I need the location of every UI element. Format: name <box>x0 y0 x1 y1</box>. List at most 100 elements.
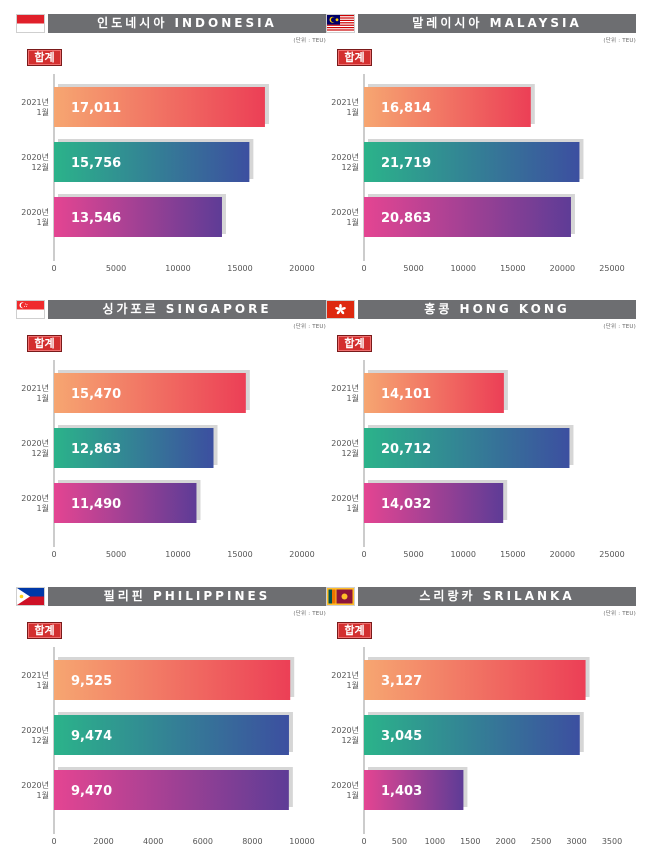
data-label: 15,470 <box>71 387 121 402</box>
data-label: 1,403 <box>381 784 422 799</box>
data-label: 9,470 <box>71 784 112 799</box>
chart-panel-srilanka: 스리랑카 SRILANKA (단위 : TEU) 합계 3,127 2021년 1월… <box>326 587 636 867</box>
data-label: 13,546 <box>71 211 121 226</box>
chart-panel-philippines: 필리핀 PHILIPPINES (단위 : TEU) 합계 9,525 2021년… <box>16 587 326 867</box>
x-tick-label: 15000 <box>500 264 525 273</box>
category-label-month: 1월 <box>37 107 49 117</box>
data-label: 14,032 <box>381 497 431 512</box>
bar <box>54 373 246 413</box>
category-label-year: 2020년 <box>21 152 49 162</box>
total-badge: 합계 <box>27 335 62 352</box>
x-tick-label: 25000 <box>599 264 624 273</box>
data-label: 3,127 <box>381 674 422 689</box>
category-label-year: 2020년 <box>331 493 359 503</box>
bar <box>54 660 291 700</box>
data-label: 17,011 <box>71 101 121 116</box>
unit-label: (단위 : TEU) <box>603 38 636 44</box>
chart-panel-malaysia: 말레이시아 MALAYSIA (단위 : TEU) 합계 16,814 2021년… <box>326 14 636 294</box>
x-tick-label: 0 <box>361 837 366 846</box>
x-tick-label: 6000 <box>193 837 213 846</box>
x-tick-label: 1000 <box>425 837 445 846</box>
x-tick-label: 20000 <box>289 550 314 559</box>
unit-label: (단위 : TEU) <box>293 324 326 330</box>
total-badge: 합계 <box>337 335 372 352</box>
x-tick-label: 0 <box>361 264 366 273</box>
x-tick-label: 15000 <box>500 550 525 559</box>
category-label-month: 12월 <box>341 448 359 458</box>
x-tick-label: 2000 <box>496 837 516 846</box>
chart-title: 싱가포르 SINGAPORE <box>48 300 326 319</box>
singapore-flag-icon <box>16 300 45 319</box>
category-label-month: 1월 <box>37 393 49 403</box>
bar <box>54 715 289 755</box>
bar <box>54 770 289 810</box>
bar <box>364 715 580 755</box>
x-tick-label: 20000 <box>550 550 575 559</box>
category-label-month: 1월 <box>37 790 49 800</box>
total-badge: 합계 <box>337 622 372 639</box>
unit-label: (단위 : TEU) <box>603 324 636 330</box>
data-label: 11,490 <box>71 497 121 512</box>
chart-panel-singapore: 싱가포르 SINGAPORE (단위 : TEU) 합계 15,470 2021년… <box>16 300 326 580</box>
srilanka-flag-icon <box>326 587 355 606</box>
bar <box>54 428 214 468</box>
bar <box>54 197 222 237</box>
x-tick-label: 15000 <box>227 264 252 273</box>
bar <box>364 87 531 127</box>
x-tick-label: 10000 <box>165 264 190 273</box>
category-label-year: 2020년 <box>331 438 359 448</box>
x-tick-label: 500 <box>392 837 407 846</box>
chart-title: 홍콩 HONG KONG <box>358 300 636 319</box>
bar <box>364 142 580 182</box>
data-label: 9,525 <box>71 674 112 689</box>
category-label-month: 1월 <box>347 217 359 227</box>
category-label-year: 2020년 <box>331 780 359 790</box>
category-label-month: 1월 <box>37 680 49 690</box>
category-label-year: 2021년 <box>21 383 49 393</box>
bar <box>54 483 197 523</box>
category-label-year: 2021년 <box>21 670 49 680</box>
x-tick-label: 10000 <box>450 550 475 559</box>
bar <box>364 428 570 468</box>
x-tick-label: 8000 <box>242 837 262 846</box>
data-label: 9,474 <box>71 729 112 744</box>
category-label-month: 1월 <box>347 680 359 690</box>
category-label-year: 2021년 <box>331 383 359 393</box>
bar <box>364 483 504 523</box>
category-label-year: 2020년 <box>21 725 49 735</box>
category-label-year: 2020년 <box>21 207 49 217</box>
x-tick-label: 0 <box>51 264 56 273</box>
chart-title: 인도네시아 INDONESIA <box>48 14 326 33</box>
x-tick-label: 1500 <box>460 837 480 846</box>
data-label: 15,756 <box>71 156 121 171</box>
bar <box>54 87 265 127</box>
x-tick-label: 10000 <box>450 264 475 273</box>
bar-chart: 16,8142021년1월21,7192020년12월20,8632020년1월… <box>331 74 625 273</box>
category-label-month: 12월 <box>31 735 49 745</box>
total-badge: 합계 <box>27 622 62 639</box>
category-label-year: 2021년 <box>331 670 359 680</box>
x-tick-label: 0 <box>361 550 366 559</box>
category-label-month: 1월 <box>37 503 49 513</box>
x-tick-label: 5000 <box>403 550 423 559</box>
total-badge: 합계 <box>337 49 372 66</box>
x-tick-label: 5000 <box>106 264 126 273</box>
x-tick-label: 25000 <box>599 550 624 559</box>
category-label-year: 2020년 <box>331 207 359 217</box>
bar <box>54 142 250 182</box>
x-tick-label: 5000 <box>106 550 126 559</box>
x-tick-label: 0 <box>51 550 56 559</box>
data-label: 21,719 <box>381 156 431 171</box>
x-tick-label: 10000 <box>165 550 190 559</box>
chart-title: 말레이시아 MALAYSIA <box>358 14 636 33</box>
chart-title: 필리핀 PHILIPPINES <box>48 587 326 606</box>
category-label-year: 2021년 <box>331 97 359 107</box>
category-label-month: 1월 <box>347 503 359 513</box>
category-label-month: 1월 <box>347 393 359 403</box>
category-label-year: 2020년 <box>21 780 49 790</box>
bar-chart: 15,4702021년1월12,8632020년12월11,4902020년1월… <box>21 360 315 559</box>
malaysia-flag-icon <box>326 14 355 33</box>
x-tick-label: 5000 <box>403 264 423 273</box>
category-label-year: 2020년 <box>21 493 49 503</box>
chart-panel-hongkong: 홍콩 HONG KONG (단위 : TEU) 합계 14,101 2021년 1월… <box>326 300 636 580</box>
